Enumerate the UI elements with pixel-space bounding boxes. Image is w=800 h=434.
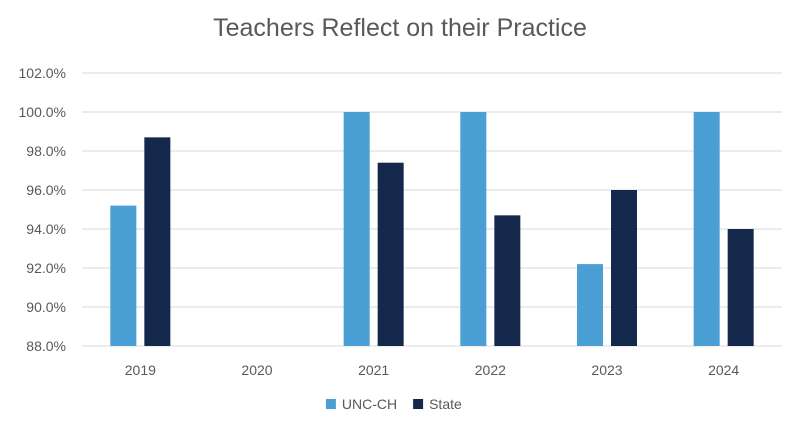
bar-unc-ch-2024 bbox=[693, 112, 720, 346]
bar-unc-ch-2021 bbox=[343, 112, 370, 346]
bar-state-2021 bbox=[377, 162, 404, 346]
x-tick-label: 2023 bbox=[591, 362, 622, 378]
legend-label: State bbox=[429, 396, 462, 412]
y-tick-label: 102.0% bbox=[19, 65, 66, 81]
legend-swatch bbox=[325, 399, 336, 409]
x-tick-label: 2020 bbox=[241, 362, 272, 378]
chart-title: Teachers Reflect on their Practice bbox=[213, 14, 587, 42]
bar-state-2024 bbox=[727, 229, 754, 346]
y-tick-label: 94.0% bbox=[26, 221, 66, 237]
legend-swatch bbox=[413, 399, 424, 409]
y-tick-label: 90.0% bbox=[26, 299, 66, 315]
x-tick-label: 2021 bbox=[358, 362, 389, 378]
legend-label: UNC-CH bbox=[342, 396, 397, 412]
y-tick-label: 96.0% bbox=[26, 182, 66, 198]
y-tick-label: 100.0% bbox=[19, 104, 66, 120]
bar-unc-ch-2019 bbox=[110, 205, 137, 346]
bar-state-2019 bbox=[144, 137, 171, 346]
bar-unc-ch-2022 bbox=[460, 112, 487, 346]
bar-unc-ch-2023 bbox=[577, 264, 603, 346]
bar-state-2022 bbox=[494, 215, 521, 346]
x-tick-label: 2019 bbox=[125, 362, 156, 378]
y-tick-label: 92.0% bbox=[26, 260, 66, 276]
bar-state-2023 bbox=[611, 190, 637, 346]
x-tick-label: 2024 bbox=[708, 362, 739, 378]
y-tick-label: 98.0% bbox=[26, 143, 66, 159]
x-tick-label: 2022 bbox=[475, 362, 506, 378]
y-tick-label: 88.0% bbox=[26, 338, 66, 354]
